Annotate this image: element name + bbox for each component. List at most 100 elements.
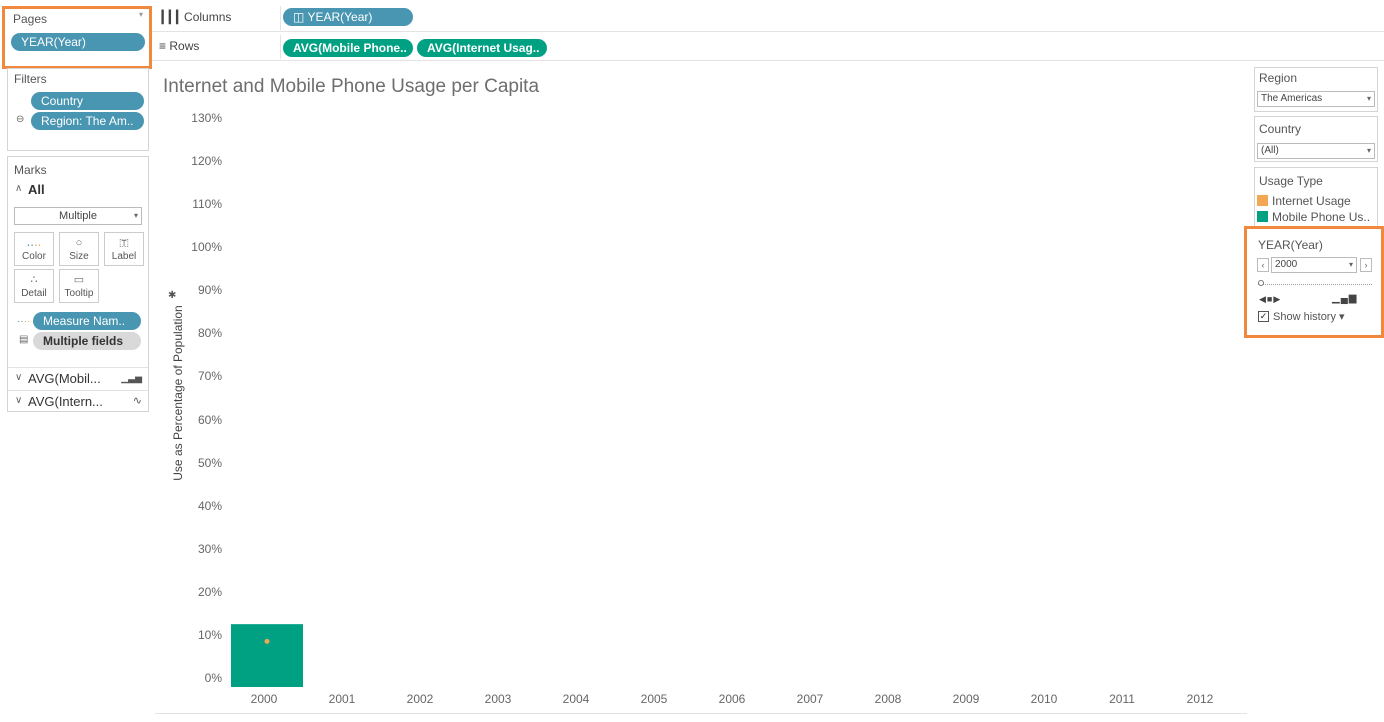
page-dropdown[interactable]: 2000 ▾ — [1271, 257, 1357, 273]
page-control: YEAR(Year) ‹ 2000 ▾ › ◀■▶ ▁▄▆ ✓ Show hist… — [1254, 233, 1378, 331]
x-tick-label: 2001 — [328, 692, 356, 706]
playback-speed-icon[interactable]: ▁▄▆ — [1332, 293, 1358, 304]
marks-card-internet[interactable]: ∨ AVG(Intern... ∿ — [8, 390, 148, 412]
expand-icon: ∨ — [15, 395, 23, 406]
rows-drop-area[interactable]: AVG(Mobile Phone.. AVG(Internet Usag.. — [280, 35, 1384, 59]
legend-item-internet[interactable]: Internet Usage — [1257, 194, 1377, 208]
point-internet-usage[interactable] — [264, 638, 270, 644]
mark-type-dropdown[interactable]: Multiple ▾ — [14, 207, 142, 225]
marks-title: Marks — [14, 163, 47, 177]
bar-mobile-phone[interactable] — [231, 624, 303, 687]
label-button[interactable]: 🇹 Label — [104, 232, 144, 266]
columns-icon: ┃┃┃ — [159, 10, 181, 24]
color-icon: ‥‥ — [26, 237, 42, 249]
region-filter-card: Region The Americas ▾ — [1254, 67, 1378, 112]
collapse-icon: ∧ — [15, 183, 23, 194]
color-button[interactable]: ‥‥ Color — [14, 232, 54, 266]
x-tick-label: 2007 — [796, 692, 824, 706]
filter-pill-region[interactable]: Region: The Am.. — [31, 112, 144, 130]
filters-shelf[interactable]: Filters Country ⊖ Region: The Am.. — [7, 68, 149, 151]
rows-pill-mobile[interactable]: AVG(Mobile Phone.. — [283, 39, 413, 57]
page-slider-thumb[interactable] — [1258, 280, 1264, 286]
x-tick-label: 2010 — [1030, 692, 1058, 706]
line-chart-icon: ∿ — [132, 395, 142, 407]
y-tick-label: 30% — [197, 541, 222, 556]
filter-pill-country[interactable]: Country — [31, 92, 144, 110]
y-tick-label: 120% — [191, 154, 222, 169]
y-tick-label: 100% — [191, 240, 222, 255]
columns-shelf: ┃┃┃ Columns ◫ YEAR(Year) — [152, 4, 1384, 32]
columns-shelf-label: ┃┃┃ Columns — [159, 10, 232, 24]
x-tick-label: 2012 — [1186, 692, 1214, 706]
columns-drop-area[interactable]: ◫ YEAR(Year) — [280, 6, 1384, 30]
marks-all-header[interactable]: ∧ All — [8, 180, 148, 200]
bar-chart-icon: ▁▃▅ — [121, 373, 142, 383]
x-tick-label: 2002 — [406, 692, 434, 706]
pages-pill-year[interactable]: YEAR(Year) — [11, 33, 145, 51]
tooltip-field-icon: ▤ — [19, 334, 29, 345]
pin-icon: ✱ — [168, 290, 177, 301]
y-tick-label: 130% — [191, 111, 222, 125]
region-filter-dropdown[interactable]: The Americas ▾ — [1257, 91, 1375, 107]
marks-pill-measure-names[interactable]: Measure Nam.. — [33, 312, 141, 330]
legend-swatch-internet — [1257, 195, 1268, 206]
measure-names-color-icon: ‥‥ — [17, 314, 31, 325]
rows-shelf: ≡ Rows AVG(Mobile Phone.. AVG(Internet U… — [152, 33, 1384, 61]
playback-controls[interactable]: ◀■▶ — [1259, 294, 1282, 304]
rows-pill-internet[interactable]: AVG(Internet Usag.. — [417, 39, 547, 57]
x-tick-label: 2004 — [562, 692, 590, 706]
y-tick-label: 10% — [197, 627, 222, 642]
country-filter-title: Country — [1259, 122, 1302, 136]
x-tick-label: 2006 — [718, 692, 746, 706]
show-history-toggle[interactable]: ✓ Show history ▾ — [1258, 311, 1345, 323]
y-tick-label: 50% — [197, 455, 222, 470]
pages-menu-icon[interactable]: ▾ — [138, 10, 143, 19]
x-tick-label: 2009 — [952, 692, 980, 706]
columns-pill-year[interactable]: ◫ YEAR(Year) — [283, 8, 413, 26]
x-tick-label: 2011 — [1109, 692, 1135, 706]
chart-title: Internet and Mobile Phone Usage per Capi… — [163, 76, 540, 97]
y-tick-label: 20% — [197, 584, 222, 599]
detail-button[interactable]: ∴ Detail — [14, 269, 54, 303]
prev-page-button[interactable]: ‹ — [1257, 258, 1269, 272]
pages-shelf[interactable]: Pages ▾ YEAR(Year) — [7, 8, 147, 66]
show-history-checkbox[interactable]: ✓ — [1258, 311, 1269, 322]
y-tick-label: 70% — [197, 369, 222, 384]
marks-all-label: All — [28, 182, 45, 197]
rows-icon: ≡ — [159, 39, 167, 53]
legend-swatch-mobile — [1257, 211, 1268, 222]
y-axis-title-area[interactable]: ✱ Use as Percentage of Population — [168, 290, 185, 490]
country-filter-dropdown[interactable]: (All) ▾ — [1257, 143, 1375, 159]
x-tick-label: 2003 — [484, 692, 512, 706]
tooltip-icon: ▭ — [73, 274, 85, 286]
filters-title: Filters — [14, 72, 47, 86]
size-icon: ○ — [75, 237, 83, 249]
marks-pill-multiple-fields[interactable]: Multiple fields — [33, 332, 141, 350]
y-tick-label: 60% — [197, 412, 222, 427]
page-control-title: YEAR(Year) — [1258, 238, 1323, 252]
chart-view[interactable] — [155, 62, 1247, 714]
y-tick-label: 0% — [204, 671, 222, 685]
y-tick-label: 90% — [197, 283, 222, 298]
detail-icon: ∴ — [30, 274, 38, 286]
y-tick-label: 110% — [192, 197, 222, 212]
context-filter-icon: ⊖ — [16, 114, 25, 125]
y-tick-label: 80% — [197, 326, 222, 341]
region-filter-title: Region — [1259, 71, 1298, 85]
y-tick-label: 40% — [197, 498, 222, 513]
next-page-button[interactable]: › — [1360, 258, 1372, 272]
x-tick-label: 2008 — [874, 692, 902, 706]
tooltip-button[interactable]: ▭ Tooltip — [59, 269, 99, 303]
marks-card: Marks ∧ All Multiple ▾ ‥‥ Color ○ Size 🇹 … — [7, 156, 149, 412]
legend-item-mobile[interactable]: Mobile Phone Us.. — [1257, 210, 1377, 224]
x-tick-label: 2005 — [640, 692, 668, 706]
rows-shelf-label: ≡ Rows — [159, 39, 200, 53]
page-slider[interactable] — [1258, 280, 1372, 286]
legend-title: Usage Type — [1259, 174, 1323, 188]
x-tick-label: 2000 — [250, 692, 278, 706]
marks-card-mobile[interactable]: ∨ AVG(Mobil... ▁▃▅ — [8, 367, 148, 389]
expand-icon: ∨ — [15, 372, 23, 383]
usage-type-legend: Usage Type Internet Usage Mobile Phone U… — [1254, 167, 1378, 227]
size-button[interactable]: ○ Size — [59, 232, 99, 266]
